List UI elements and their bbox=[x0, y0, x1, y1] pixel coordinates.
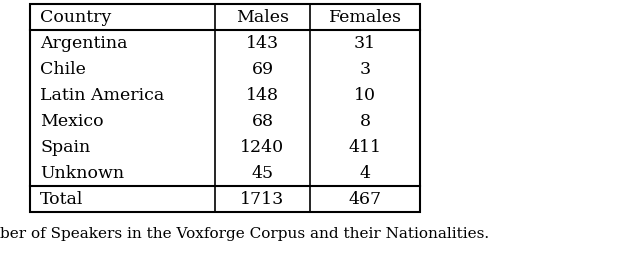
Text: 1240: 1240 bbox=[241, 139, 285, 156]
Text: 8: 8 bbox=[360, 113, 371, 130]
Text: 68: 68 bbox=[252, 113, 273, 130]
Text: 143: 143 bbox=[246, 35, 279, 52]
Text: Unknown: Unknown bbox=[40, 165, 124, 182]
Text: 4: 4 bbox=[360, 165, 371, 182]
Text: Total: Total bbox=[40, 191, 83, 208]
Text: Chile: Chile bbox=[40, 61, 86, 78]
Text: Mexico: Mexico bbox=[40, 113, 104, 130]
Text: 467: 467 bbox=[348, 191, 381, 208]
Text: Males: Males bbox=[236, 9, 289, 26]
Text: 31: 31 bbox=[354, 35, 376, 52]
Text: Spain: Spain bbox=[40, 139, 90, 156]
Text: Females: Females bbox=[328, 9, 401, 26]
Text: 3: 3 bbox=[360, 61, 371, 78]
Text: ber of Speakers in the Voxforge Corpus and their Nationalities.: ber of Speakers in the Voxforge Corpus a… bbox=[0, 226, 489, 240]
Text: Country: Country bbox=[40, 9, 111, 26]
Text: Latin America: Latin America bbox=[40, 87, 164, 104]
Text: 1713: 1713 bbox=[241, 191, 285, 208]
Text: Argentina: Argentina bbox=[40, 35, 127, 52]
Text: 148: 148 bbox=[246, 87, 279, 104]
Text: 411: 411 bbox=[349, 139, 381, 156]
Text: 10: 10 bbox=[354, 87, 376, 104]
Text: 45: 45 bbox=[252, 165, 273, 182]
Text: 69: 69 bbox=[252, 61, 273, 78]
